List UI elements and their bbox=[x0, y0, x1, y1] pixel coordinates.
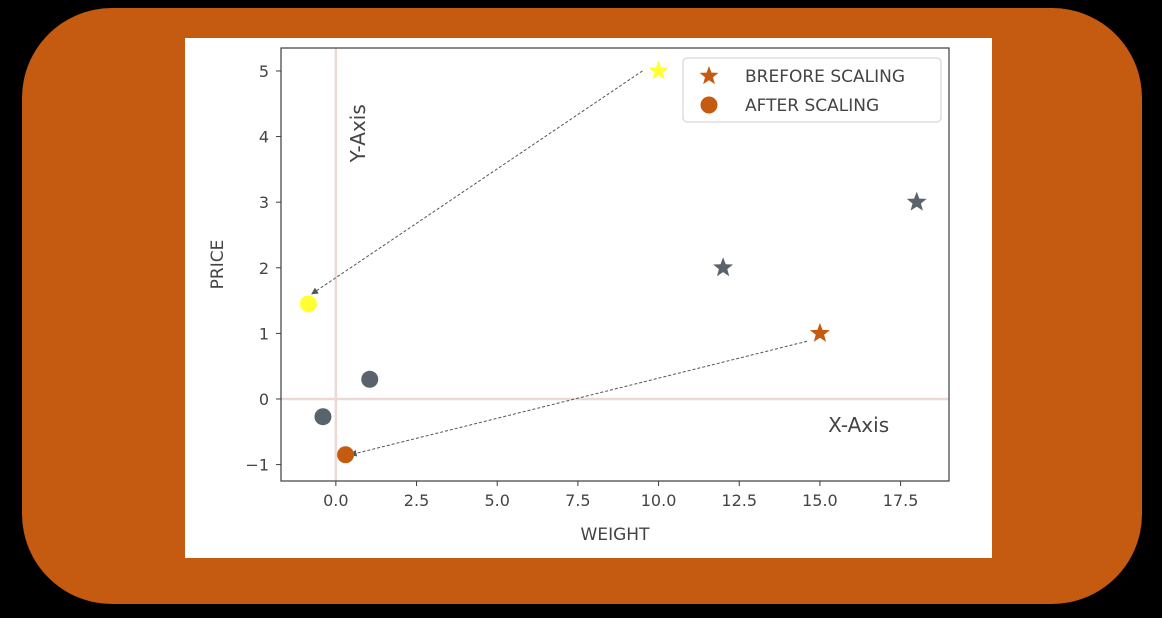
y-tick-label: 0 bbox=[259, 390, 269, 409]
x-tick-label: 0.0 bbox=[323, 491, 348, 510]
y-tick-label: 4 bbox=[259, 128, 269, 147]
x-tick-label: 15.0 bbox=[802, 491, 838, 510]
x-tick-label: 10.0 bbox=[641, 491, 677, 510]
scatter-chart: 0.0 2.5 5.0 7.5 10.0 12.5 15.0 17.5 −1 0 1 2 3 4 5 Y-A… bbox=[208, 47, 950, 545]
before-scaling-star-point bbox=[906, 191, 927, 211]
y-tick-label: −1 bbox=[245, 456, 269, 475]
scaling-arrow bbox=[311, 70, 643, 295]
y-axis-label: PRICE bbox=[208, 240, 228, 290]
chart-panel: 0.0 2.5 5.0 7.5 10.0 12.5 15.0 17.5 −1 0 1 2 3 4 5 Y-A… bbox=[185, 38, 992, 558]
x-axis-annotation: X-Axis bbox=[828, 413, 889, 437]
x-axis-label: WEIGHT bbox=[581, 525, 651, 545]
before-scaling-star-point bbox=[809, 322, 830, 342]
before-scaling-star-point bbox=[713, 257, 734, 277]
y-tick-label: 2 bbox=[259, 259, 269, 278]
y-tick-label: 5 bbox=[259, 62, 269, 81]
legend-box bbox=[682, 57, 942, 123]
x-tick-label: 2.5 bbox=[404, 491, 429, 510]
after-scaling-circle-point bbox=[337, 446, 355, 464]
x-tick-label: 7.5 bbox=[565, 491, 590, 510]
x-tick-label: 12.5 bbox=[721, 491, 757, 510]
y-axis-annotation: Y-Axis bbox=[346, 104, 370, 163]
x-tick-label: 17.5 bbox=[883, 491, 919, 510]
legend-label: AFTER SCALING bbox=[745, 96, 879, 116]
after-scaling-circle-point bbox=[361, 370, 379, 388]
legend-label: BREFORE SCALING bbox=[745, 67, 905, 87]
legend-star-marker bbox=[699, 66, 719, 85]
x-tick-label: 5.0 bbox=[484, 491, 509, 510]
after-scaling-circle-point bbox=[314, 408, 332, 426]
legend: BREFORE SCALING AFTER SCALING bbox=[682, 57, 942, 123]
plot-area-border bbox=[280, 47, 950, 482]
y-tick-label: 1 bbox=[259, 324, 269, 343]
before-scaling-star-point bbox=[648, 60, 669, 80]
scaling-arrow bbox=[349, 340, 808, 457]
y-tick-label: 3 bbox=[259, 193, 269, 212]
legend-circle-marker bbox=[700, 96, 718, 114]
after-scaling-circle-point bbox=[299, 295, 317, 313]
